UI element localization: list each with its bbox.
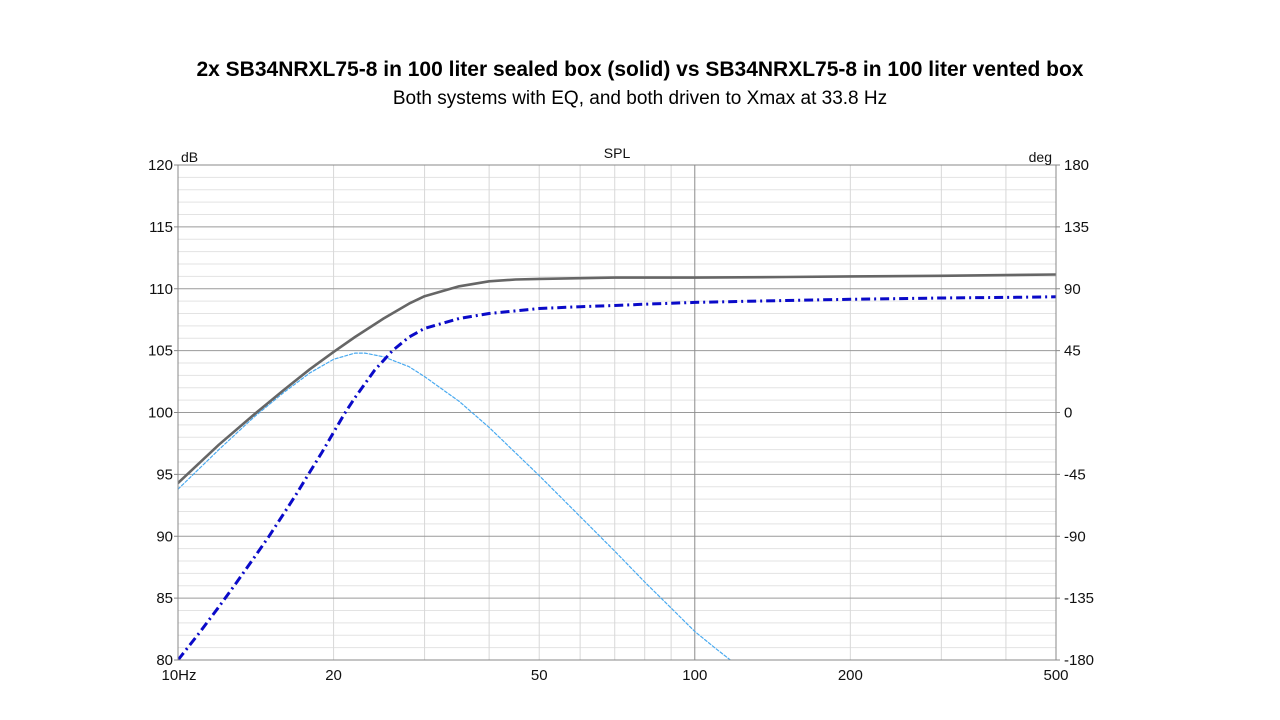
y-tick-label-left: 85: [156, 590, 173, 607]
chart-subtitle: Both systems with EQ, and both driven to…: [392, 88, 888, 109]
y-tick-label-right: -90: [1064, 528, 1086, 545]
y-tick-label-left: 105: [148, 343, 173, 360]
x-tick-label: 100: [682, 667, 707, 684]
x-tick-label: 500: [1043, 667, 1068, 684]
y-tick-label-right: -135: [1064, 590, 1094, 607]
y-tick-label-right: 45: [1064, 343, 1081, 360]
x-tick-label: 20: [325, 667, 342, 684]
right-unit-label: deg: [1029, 149, 1052, 165]
x-tick-label: 50: [531, 667, 548, 684]
y-tick-label-right: -45: [1064, 466, 1086, 483]
axis-labels: dB SPL deg 120 180 115 135 110 90 105 45 100 0 95 -…: [148, 145, 1094, 684]
y-tick-label-left: 120: [148, 157, 173, 174]
y-tick-label-left: 95: [156, 466, 173, 483]
y-tick-label-left: 100: [148, 405, 173, 422]
series-line-dashed: [178, 352, 732, 660]
left-unit-label: dB: [181, 149, 198, 165]
y-tick-label-right: 90: [1064, 281, 1081, 298]
y-tick-label-right: 135: [1064, 219, 1089, 236]
series-group: [178, 273, 1056, 660]
y-tick-label-left: 90: [156, 528, 173, 545]
y-tick-label-right: 180: [1064, 157, 1089, 174]
x-tick-label: 10Hz: [161, 667, 196, 684]
y-tick-label-right: 0: [1064, 405, 1072, 422]
y-tick-label-left: 80: [156, 652, 173, 669]
chart-title: 2x SB34NRXL75-8 in 100 liter sealed box …: [196, 58, 1084, 81]
x-tick-label: 200: [838, 667, 863, 684]
y-tick-label-right: -180: [1064, 652, 1094, 669]
y-tick-label-left: 115: [149, 219, 173, 236]
plot-label: SPL: [604, 145, 631, 161]
y-tick-label-left: 110: [149, 281, 173, 298]
grid: [178, 165, 1056, 660]
series-line-solid: [178, 273, 1056, 485]
